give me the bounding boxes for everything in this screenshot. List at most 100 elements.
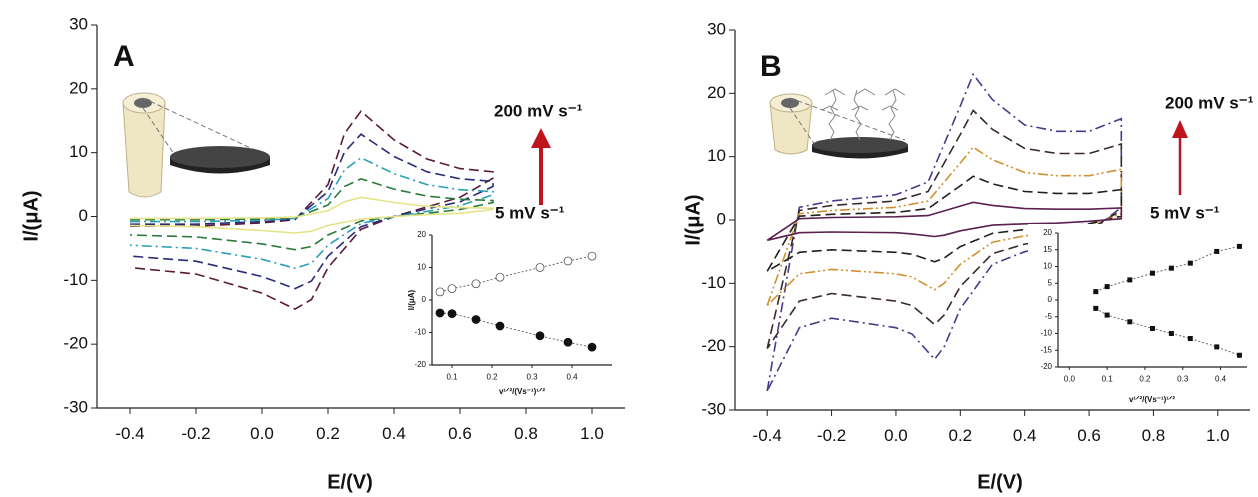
x-tick-label: 0.4 xyxy=(566,373,578,382)
marker xyxy=(587,251,597,261)
marker xyxy=(563,256,573,266)
x-tick-label: 0.3 xyxy=(526,373,538,382)
x-tick-label: 0.2 xyxy=(948,426,972,445)
y-tick-label: -10 xyxy=(701,273,726,292)
y-tick-label: 20 xyxy=(417,230,426,239)
annotation: 5 mV s⁻¹ xyxy=(495,203,565,222)
x-tick-label: -0.2 xyxy=(181,424,210,443)
marker xyxy=(563,337,573,347)
x-axis-label: E/(V) xyxy=(977,471,1023,493)
y-tick-label: 20 xyxy=(707,83,726,102)
x-tick-label: 0.0 xyxy=(884,426,908,445)
x-tick-label: 0.6 xyxy=(1077,426,1101,445)
y-axis-label: I/(μA) xyxy=(20,190,42,241)
marker xyxy=(435,287,445,297)
y-tick-label: -20 xyxy=(1040,362,1052,371)
arrow xyxy=(1172,120,1188,195)
x-tick-label: 0.1 xyxy=(446,373,458,382)
y-tick-label: 10 xyxy=(417,263,426,272)
y-tick-label: 30 xyxy=(707,19,726,38)
y-tick-label: 5 xyxy=(1048,278,1053,287)
marker xyxy=(1214,344,1220,350)
marker xyxy=(1168,331,1174,336)
electrode-icon xyxy=(122,92,270,198)
x-tick-label: 0.2 xyxy=(486,373,498,382)
x-tick-label: 0.1 xyxy=(1102,375,1114,384)
electrode-icon xyxy=(769,88,908,159)
marker xyxy=(1150,270,1155,276)
marker xyxy=(1104,312,1110,318)
marker xyxy=(1093,289,1099,295)
inset-background xyxy=(1028,224,1252,408)
marker xyxy=(1236,243,1242,249)
y-tick-label: -10 xyxy=(414,328,426,337)
y-tick-label: -5 xyxy=(1045,312,1053,321)
marker xyxy=(1104,284,1110,290)
cv-curve xyxy=(766,72,1123,392)
marker xyxy=(1093,305,1099,311)
cv-curve xyxy=(129,133,494,290)
y-tick-label: -20 xyxy=(63,334,88,353)
marker xyxy=(535,331,545,341)
x-tick-label: 0.4 xyxy=(1013,426,1037,445)
cv-curve xyxy=(129,110,494,311)
y-tick-label: 10 xyxy=(69,142,88,161)
y-tick-label: -15 xyxy=(1040,345,1052,354)
x-tick-label: -0.2 xyxy=(817,426,846,445)
y-tick-label: -10 xyxy=(63,270,88,289)
x-tick-label: -0.4 xyxy=(753,426,782,445)
marker xyxy=(435,308,445,318)
panel-label: A xyxy=(113,40,135,73)
y-tick-label: 0 xyxy=(79,206,88,225)
marker xyxy=(471,279,481,289)
y-tick-label: -20 xyxy=(414,360,426,369)
x-tick-label: 0.6 xyxy=(448,424,472,443)
x-tick-label: 0.2 xyxy=(1139,375,1151,384)
cv-curve xyxy=(129,156,494,270)
y-tick-label: 15 xyxy=(1043,245,1052,254)
y-tick-label: -20 xyxy=(701,336,726,355)
y-axis-label: I/(μA) xyxy=(682,194,704,245)
x-tick-label: 0.3 xyxy=(1177,375,1189,384)
marker xyxy=(1127,277,1133,283)
y-tick-label: 20 xyxy=(69,78,88,97)
panel-label: B xyxy=(760,50,782,83)
marker xyxy=(1127,319,1133,325)
cv-curve xyxy=(129,196,494,234)
annotation: 5 mV s⁻¹ xyxy=(1150,203,1220,222)
x-tick-label: 0.4 xyxy=(1215,375,1227,384)
trend-line xyxy=(1095,246,1240,292)
y-tick-label: 20 xyxy=(1043,228,1052,237)
x-axis-label: E/(V) xyxy=(327,471,373,493)
marker xyxy=(587,342,597,352)
marker xyxy=(495,272,505,282)
x-tick-label: -0.4 xyxy=(115,424,144,443)
marker xyxy=(1187,260,1193,266)
y-tick-label: 10 xyxy=(707,146,726,165)
y-tick-label: -30 xyxy=(701,399,726,418)
y-tick-label: 0 xyxy=(1048,295,1053,304)
marker xyxy=(535,263,545,272)
y-tick-label: 10 xyxy=(1043,262,1052,271)
marker xyxy=(471,315,481,324)
marker xyxy=(1187,336,1193,342)
x-axis-label: v¹ᐟ²/(Vs⁻¹)¹ᐟ² xyxy=(499,387,545,396)
marker xyxy=(447,309,457,319)
cv-curve xyxy=(766,201,1123,242)
x-tick-label: 0.0 xyxy=(250,424,274,443)
x-tick-label: 0.4 xyxy=(382,424,406,443)
marker xyxy=(1150,325,1155,331)
y-axis-label: I/(μA) xyxy=(407,289,416,310)
x-tick-label: 0.8 xyxy=(1142,426,1166,445)
marker xyxy=(495,321,505,331)
trend-line xyxy=(1095,308,1240,356)
x-tick-label: 1.0 xyxy=(1206,426,1230,445)
cv-curve xyxy=(129,177,494,251)
annotation: 200 mV s⁻¹ xyxy=(494,101,583,120)
x-axis-label: v¹ᐟ²/(Vs⁻¹)¹ᐟ² xyxy=(1129,395,1175,404)
y-tick-label: 30 xyxy=(69,14,88,33)
y-tick-label: 0 xyxy=(422,295,427,304)
marker xyxy=(447,284,457,294)
x-tick-label: 0.0 xyxy=(1064,375,1076,384)
